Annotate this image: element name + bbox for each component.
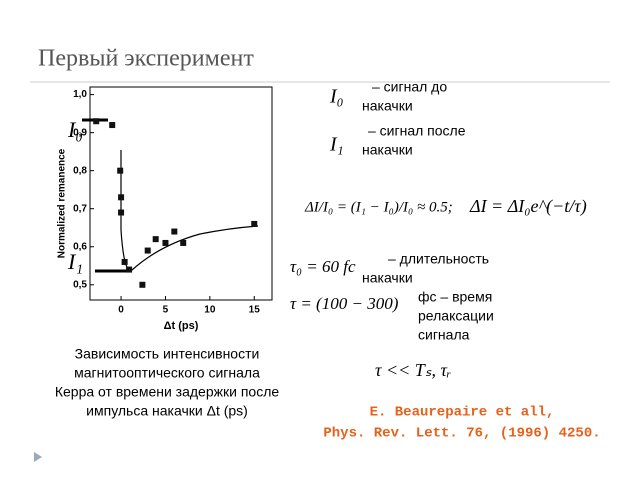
formula: τ = (100 − 300) [290, 294, 399, 313]
formula: ΔI = ΔI₀e^(−t/τ) [469, 196, 587, 217]
note-line: – длительность [388, 251, 489, 267]
x-tick-label: 5 [163, 305, 169, 316]
point [118, 194, 125, 201]
y-tick-label: 0,9 [73, 127, 87, 138]
point [152, 236, 159, 243]
citation-line: E. Beaurepaire et all, [370, 405, 555, 421]
point [93, 118, 100, 125]
y-tick-label: 0,5 [73, 279, 87, 290]
caption-line: импульса накачки Δt (ps) [86, 403, 248, 419]
note-line: сигнала [418, 327, 470, 343]
point [180, 239, 187, 246]
y-tick-label: 0,7 [73, 203, 87, 214]
caption-line: магнитооптического сигнала [74, 365, 260, 381]
formula: ΔI/I₀ = (I₁ − I₀)/I₀ ≈ 0.5; [304, 199, 453, 215]
formula: I₁ [329, 134, 344, 156]
point [162, 239, 169, 246]
caption-line: Зависимость интенсивности [75, 346, 260, 362]
fit-curve [120, 150, 259, 272]
point [118, 209, 125, 216]
x-tick-label: 10 [204, 305, 216, 316]
note-line: накачки [362, 98, 413, 114]
note-line: – сигнал после [368, 123, 466, 139]
caption-line: Керра от времени задержки после [55, 384, 280, 400]
y-tick-label: 1,0 [73, 89, 87, 100]
y-tick-label: 0,6 [73, 241, 87, 252]
point [109, 122, 116, 129]
formula: I₀ [329, 86, 344, 108]
point [144, 247, 151, 254]
note-line: фс – время [418, 289, 492, 305]
y-axis-label: Normalized remanence [57, 148, 68, 258]
point [251, 220, 258, 227]
plot-frame [89, 86, 273, 301]
note-line: накачки [362, 142, 413, 158]
point [117, 167, 124, 174]
point [126, 266, 133, 273]
level-label: I₁ [67, 249, 83, 274]
x-tick-label: 15 [249, 305, 261, 316]
point [139, 281, 146, 288]
x-tick-label: 0 [118, 305, 124, 316]
note-line: – сигнал до [372, 79, 447, 95]
x-axis-label: Δt (ps) [164, 320, 199, 332]
note-line: накачки [362, 270, 413, 286]
citation-line: Phys. Rev. Lett. 76, (1996) 4250. [323, 426, 600, 442]
bullet [34, 452, 42, 462]
point [171, 228, 178, 235]
note-line: релаксации [418, 308, 494, 324]
formula: τ << Tₛ, τᵣ [375, 360, 451, 380]
level-label: I₀ [67, 117, 83, 142]
slide-title: Первый эксперимент [38, 46, 254, 72]
y-tick-label: 0,8 [73, 165, 87, 176]
formula: τ₀ = 60 fc [290, 257, 356, 276]
point [121, 258, 128, 265]
